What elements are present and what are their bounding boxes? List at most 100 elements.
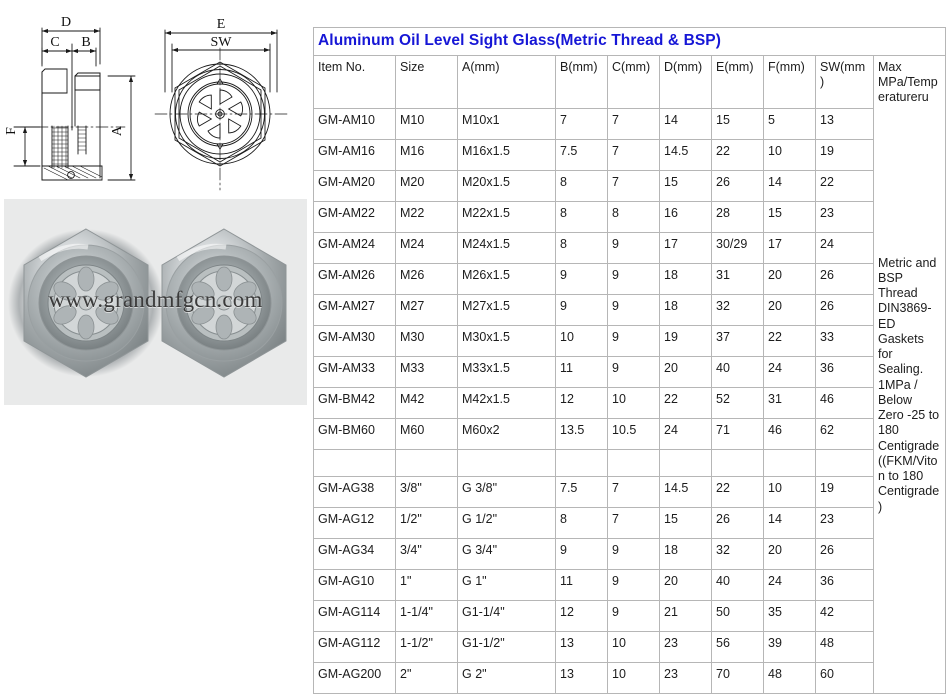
notes-spacer bbox=[878, 106, 941, 256]
dimension-label-a: A bbox=[110, 125, 125, 136]
cell-d-mm: 20 bbox=[659, 355, 712, 388]
table-row: GM-BM42 M42 M42x1.5 12 10 22 52 31 46 bbox=[313, 386, 946, 419]
cell-a-mm: M33x1.5 bbox=[457, 355, 556, 388]
table-row: GM-AG38 3/8" G 3/8" 7.5 7 14.5 22 10 19 bbox=[313, 475, 946, 508]
left-panel: D C B A F E SW bbox=[0, 0, 312, 628]
cell-item-no: GM-AM24 bbox=[313, 231, 396, 264]
cell-d-mm: 14.5 bbox=[659, 475, 712, 508]
cell-e-mm: 32 bbox=[711, 537, 764, 570]
table-row: GM-AM26 M26 M26x1.5 9 9 18 31 20 26 bbox=[313, 262, 946, 295]
spacer-cell bbox=[763, 448, 816, 477]
cell-sw-mm: 48 bbox=[815, 630, 874, 663]
cell-f-mm: 5 bbox=[763, 107, 816, 140]
cell-b-mm: 7 bbox=[555, 107, 608, 140]
cell-b-mm: 9 bbox=[555, 293, 608, 326]
cell-item-no: GM-AG114 bbox=[313, 599, 396, 632]
spacer-cell bbox=[555, 448, 608, 477]
cell-size: M33 bbox=[395, 355, 458, 388]
column-header-a-mm: A(mm) bbox=[457, 54, 556, 109]
column-header-b-mm: B(mm) bbox=[555, 54, 608, 109]
cell-item-no: GM-BM60 bbox=[313, 417, 396, 450]
cell-a-mm: G1-1/2" bbox=[457, 630, 556, 663]
cell-sw-mm: 22 bbox=[815, 169, 874, 202]
cell-d-mm: 15 bbox=[659, 506, 712, 539]
cell-e-mm: 32 bbox=[711, 293, 764, 326]
table-row: GM-BM60 M60 M60x2 13.5 10.5 24 71 46 62 bbox=[313, 417, 946, 450]
cell-sw-mm: 13 bbox=[815, 107, 874, 140]
cell-size: 1/2" bbox=[395, 506, 458, 539]
cell-e-mm: 56 bbox=[711, 630, 764, 663]
cell-f-mm: 24 bbox=[763, 568, 816, 601]
cell-e-mm: 70 bbox=[711, 661, 764, 694]
spacer-cell bbox=[659, 448, 712, 477]
cell-d-mm: 14 bbox=[659, 107, 712, 140]
cell-e-mm: 26 bbox=[711, 169, 764, 202]
cell-e-mm: 22 bbox=[711, 138, 764, 171]
cell-item-no: GM-AM22 bbox=[313, 200, 396, 233]
cell-sw-mm: 26 bbox=[815, 262, 874, 295]
cell-d-mm: 17 bbox=[659, 231, 712, 264]
cell-d-mm: 23 bbox=[659, 630, 712, 663]
cell-d-mm: 15 bbox=[659, 169, 712, 202]
cell-d-mm: 24 bbox=[659, 417, 712, 450]
cell-sw-mm: 46 bbox=[815, 386, 874, 419]
dimension-label-b: B bbox=[81, 35, 90, 50]
cell-size: 3/4" bbox=[395, 537, 458, 570]
cell-item-no: GM-AM33 bbox=[313, 355, 396, 388]
cell-c-mm: 7 bbox=[607, 506, 660, 539]
cell-d-mm: 18 bbox=[659, 537, 712, 570]
table-title-row: Aluminum Oil Level Sight Glass(Metric Th… bbox=[312, 27, 947, 56]
cell-size: M42 bbox=[395, 386, 458, 419]
cell-b-mm: 13 bbox=[555, 630, 608, 663]
cell-e-mm: 26 bbox=[711, 506, 764, 539]
cell-c-mm: 7 bbox=[607, 475, 660, 508]
dimension-label-sw: SW bbox=[211, 35, 233, 50]
cell-f-mm: 10 bbox=[763, 475, 816, 508]
table-row: GM-AM24 M24 M24x1.5 8 9 17 30/29 17 24 bbox=[313, 231, 946, 264]
cell-a-mm: M26x1.5 bbox=[457, 262, 556, 295]
cell-c-mm: 9 bbox=[607, 568, 660, 601]
cell-b-mm: 8 bbox=[555, 506, 608, 539]
cell-f-mm: 20 bbox=[763, 293, 816, 326]
cell-c-mm: 10 bbox=[607, 661, 660, 694]
cell-sw-mm: 19 bbox=[815, 138, 874, 171]
cell-c-mm: 8 bbox=[607, 200, 660, 233]
table-row: GM-AM27 M27 M27x1.5 9 9 18 32 20 26 bbox=[313, 293, 946, 326]
cell-c-mm: 7 bbox=[607, 107, 660, 140]
cell-a-mm: M27x1.5 bbox=[457, 293, 556, 326]
cell-sw-mm: 60 bbox=[815, 661, 874, 694]
max-column-label: Max MPa/Temperatureru bbox=[878, 59, 938, 105]
cell-b-mm: 9 bbox=[555, 262, 608, 295]
cell-sw-mm: 36 bbox=[815, 355, 874, 388]
cell-item-no: GM-AG12 bbox=[313, 506, 396, 539]
cell-a-mm: M30x1.5 bbox=[457, 324, 556, 357]
table-row: GM-AM22 M22 M22x1.5 8 8 16 28 15 23 bbox=[313, 200, 946, 233]
cell-b-mm: 13.5 bbox=[555, 417, 608, 450]
cell-a-mm: G 1/2" bbox=[457, 506, 556, 539]
cell-a-mm: G 3/4" bbox=[457, 537, 556, 570]
cell-size: M16 bbox=[395, 138, 458, 171]
technical-drawing: D C B A F E SW bbox=[0, 0, 310, 196]
cell-f-mm: 39 bbox=[763, 630, 816, 663]
product-photo: www.grandmfgcn.com bbox=[4, 199, 307, 405]
photo-watermark: www.grandmfgcn.com bbox=[48, 287, 263, 312]
cell-size: M27 bbox=[395, 293, 458, 326]
cell-c-mm: 7 bbox=[607, 169, 660, 202]
column-header-c-mm: C(mm) bbox=[607, 54, 660, 109]
cell-a-mm: M22x1.5 bbox=[457, 200, 556, 233]
cell-size: M10 bbox=[395, 107, 458, 140]
cell-d-mm: 16 bbox=[659, 200, 712, 233]
spacer-cell bbox=[457, 448, 556, 477]
cell-b-mm: 13 bbox=[555, 661, 608, 694]
cell-e-mm: 50 bbox=[711, 599, 764, 632]
cell-item-no: GM-AG10 bbox=[313, 568, 396, 601]
cell-a-mm: M20x1.5 bbox=[457, 169, 556, 202]
dimension-label-d: D bbox=[61, 15, 71, 30]
cell-d-mm: 14.5 bbox=[659, 138, 712, 171]
cell-d-mm: 19 bbox=[659, 324, 712, 357]
cell-f-mm: 35 bbox=[763, 599, 816, 632]
column-header-e-mm: E(mm) bbox=[711, 54, 764, 109]
cell-size: M20 bbox=[395, 169, 458, 202]
table-row: GM-AG200 2" G 2" 13 10 23 70 48 60 bbox=[313, 661, 946, 694]
cell-sw-mm: 23 bbox=[815, 200, 874, 233]
